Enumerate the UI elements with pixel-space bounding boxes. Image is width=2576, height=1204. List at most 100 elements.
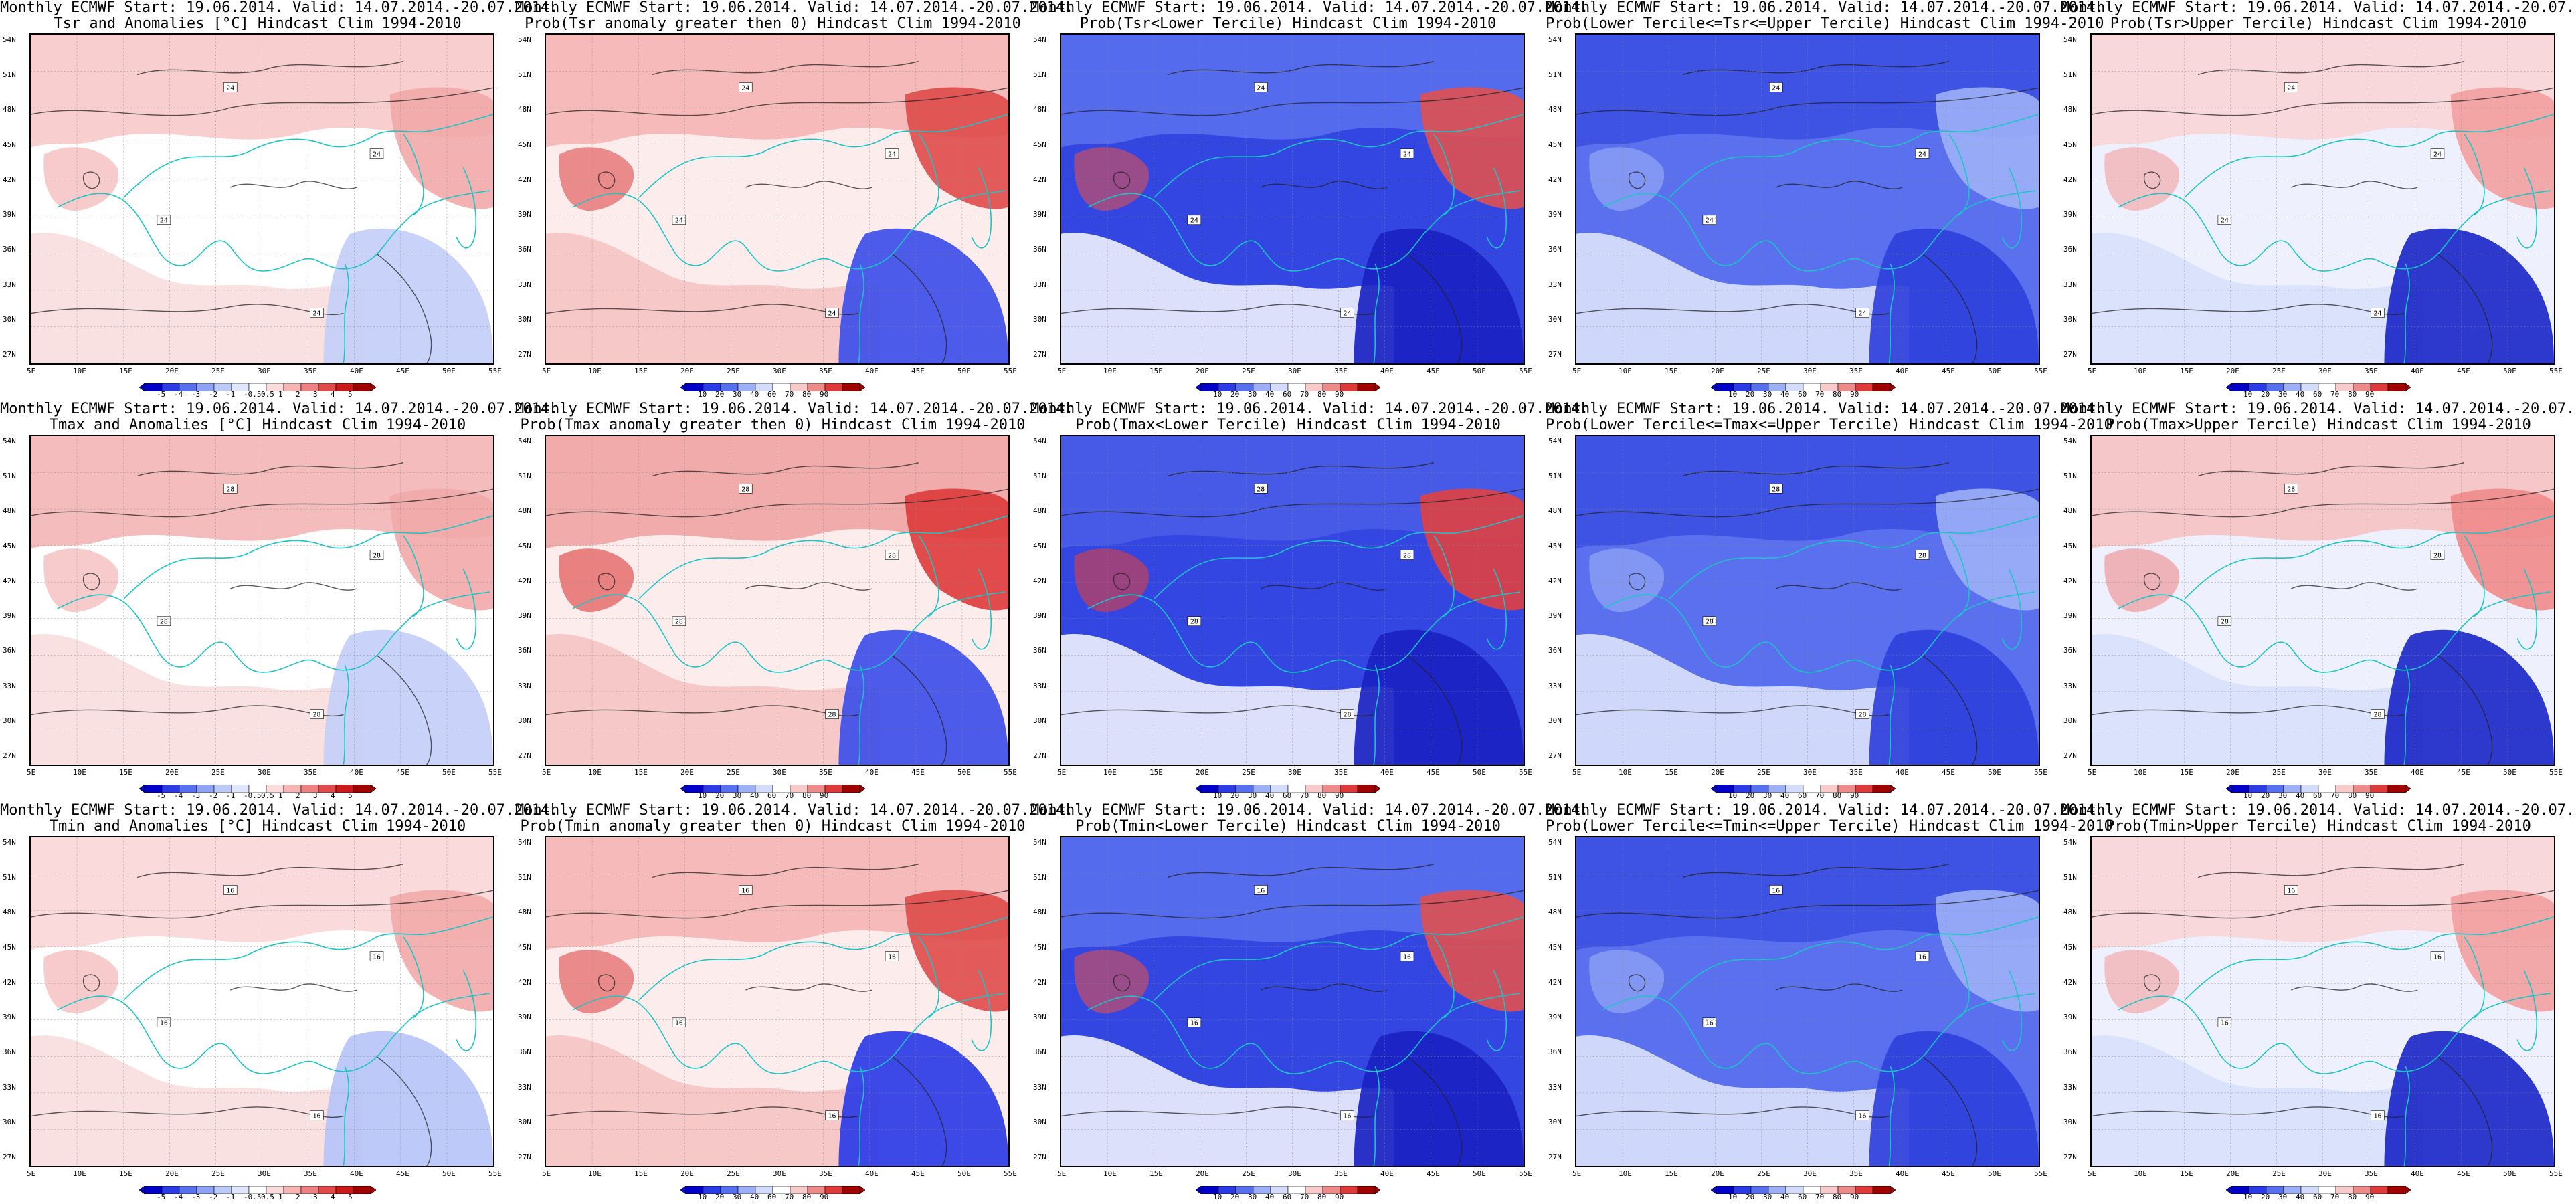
- latitude-label: 36N: [3, 245, 16, 254]
- latitude-label: 54N: [1548, 437, 1562, 445]
- coastline: [343, 1066, 349, 1166]
- colorbar-tick-label: 5: [348, 390, 353, 399]
- panel-title: Prob(Tmin>Upper Tercile) Hindcast Clim 1…: [2106, 818, 2531, 835]
- colorbar-tick-label: -2: [209, 791, 218, 800]
- longitude-label: 40E: [1380, 768, 1394, 777]
- coastline: [57, 591, 490, 673]
- map-panel: Monthly ECMWF Start: 19.06.2014. Valid: …: [0, 0, 558, 401]
- colorbar-arrow-right: [370, 1185, 377, 1195]
- iberia-anomaly-region: [559, 147, 634, 211]
- isotherm-contour: [2143, 974, 2161, 992]
- latitude-label: 45N: [1033, 140, 1046, 149]
- latitude-label: 39N: [518, 210, 531, 219]
- longitude-label: 15E: [634, 1169, 648, 1178]
- iberia-anomaly-region: [1074, 950, 1149, 1014]
- svg-text:16: 16: [1859, 1113, 1867, 1120]
- latitude-label: 30N: [1033, 314, 1046, 324]
- coastline: [858, 263, 864, 363]
- coastline: [2001, 970, 2023, 1051]
- isotherm-contour: [31, 890, 493, 919]
- longitude-label: 5E: [1057, 768, 1067, 777]
- colorbar-tick-label: 70: [1815, 1193, 1825, 1201]
- latitude-label: 45N: [518, 942, 531, 952]
- isotherm-contour: [652, 864, 919, 878]
- longitude-label: 55E: [2034, 1169, 2047, 1178]
- svg-text:16: 16: [741, 887, 749, 894]
- latitude-label: 39N: [518, 1013, 531, 1022]
- east-anomaly-region: [905, 488, 1008, 611]
- longitude-label: 25E: [1757, 367, 1770, 375]
- longitude-label: 50E: [1988, 1169, 2001, 1178]
- coastline: [1669, 114, 2039, 198]
- colorbar-segment: [842, 383, 860, 392]
- longitude-label: 15E: [2180, 768, 2193, 777]
- longitude-label: 15E: [1149, 1169, 1163, 1178]
- coastline: [1669, 515, 2039, 599]
- coastline: [2464, 134, 2485, 216]
- longitude-label: 40E: [350, 367, 363, 375]
- longitude-label: 25E: [1242, 768, 1255, 777]
- longitude-label: 15E: [2180, 1169, 2193, 1178]
- longitude-label: 50E: [1988, 367, 2001, 375]
- svg-text:28: 28: [1772, 486, 1780, 493]
- longitude-label: 30E: [1288, 1169, 1301, 1178]
- latitude-label: 39N: [1548, 611, 1562, 621]
- svg-text:16: 16: [2433, 954, 2442, 961]
- longitude-label: 15E: [1149, 367, 1163, 375]
- colorbar-arrow-right: [1374, 1185, 1381, 1195]
- latitude-label: 39N: [3, 611, 16, 621]
- latitude-label: 42N: [1033, 576, 1046, 585]
- svg-text:24: 24: [1257, 84, 1265, 92]
- north-anomaly-region: [2092, 436, 2554, 549]
- latitude-label: 27N: [1033, 751, 1046, 760]
- contour-label: 16: [2371, 1110, 2385, 1120]
- contour-label: 16: [1915, 951, 1930, 961]
- longitude-label: 30E: [1803, 1169, 1817, 1178]
- colorbar-segment: [842, 1185, 860, 1195]
- latitude-label: 42N: [1548, 576, 1562, 585]
- latitude-label: 36N: [2063, 245, 2077, 254]
- colorbar-arrow-right: [1374, 784, 1381, 793]
- isotherm-contour: [82, 171, 100, 189]
- longitude-label: 30E: [773, 768, 786, 777]
- colorbar-tick-label: 90: [820, 791, 829, 800]
- coastline: [2184, 515, 2554, 599]
- colorbar-arrow-left: [1710, 383, 1717, 392]
- colorbar-tick-label: -5: [157, 390, 166, 399]
- colorbar-tick-label: 40: [1265, 791, 1275, 800]
- longitude-label: 30E: [773, 367, 786, 375]
- latitude-label: 36N: [1548, 646, 1562, 656]
- north-anomaly-region: [1576, 837, 2039, 950]
- isotherm-contour: [2290, 983, 2418, 992]
- longitude-label: 35E: [1849, 1169, 1863, 1178]
- longitude-label: 45E: [1942, 1169, 1955, 1178]
- isotherm-contour: [376, 253, 432, 363]
- latitude-label: 51N: [1548, 472, 1562, 481]
- contour-label: 28: [310, 709, 324, 719]
- latitude-label: 54N: [518, 35, 531, 44]
- africa-region: [2092, 1035, 2425, 1166]
- coastline: [403, 936, 424, 1019]
- longitude-label: 40E: [350, 1169, 363, 1178]
- colorbar-tick-label: 20: [2261, 1193, 2270, 1201]
- east-anomaly-region: [1935, 890, 2039, 1012]
- colorbar-tick-label: 30: [1763, 791, 1772, 800]
- latitude-label: 27N: [3, 751, 16, 760]
- contour-label: 24: [1915, 148, 1930, 159]
- contour-label: 24: [1340, 308, 1354, 318]
- isotherm-contour: [1061, 890, 1524, 919]
- panel-title: Prob(Tmin anomaly greater then 0) Hindca…: [520, 818, 1026, 835]
- colorbar-tick-label: 80: [802, 791, 812, 800]
- colorbar-tick-label: 30: [733, 390, 742, 399]
- coastline: [2001, 167, 2023, 249]
- latitude-label: 36N: [1548, 245, 1562, 254]
- latitude-label: 36N: [2063, 646, 2077, 656]
- colorbar-tick-label: 60: [2313, 1193, 2322, 1201]
- longitude-label: 45E: [2457, 1169, 2470, 1178]
- longitude-label: 30E: [2318, 768, 2332, 777]
- longitude-label: 25E: [1242, 367, 1255, 375]
- latitude-label: 45N: [3, 541, 16, 550]
- coastline: [2403, 263, 2410, 363]
- latitude-label: 45N: [1548, 140, 1562, 149]
- longitude-label: 15E: [119, 367, 132, 375]
